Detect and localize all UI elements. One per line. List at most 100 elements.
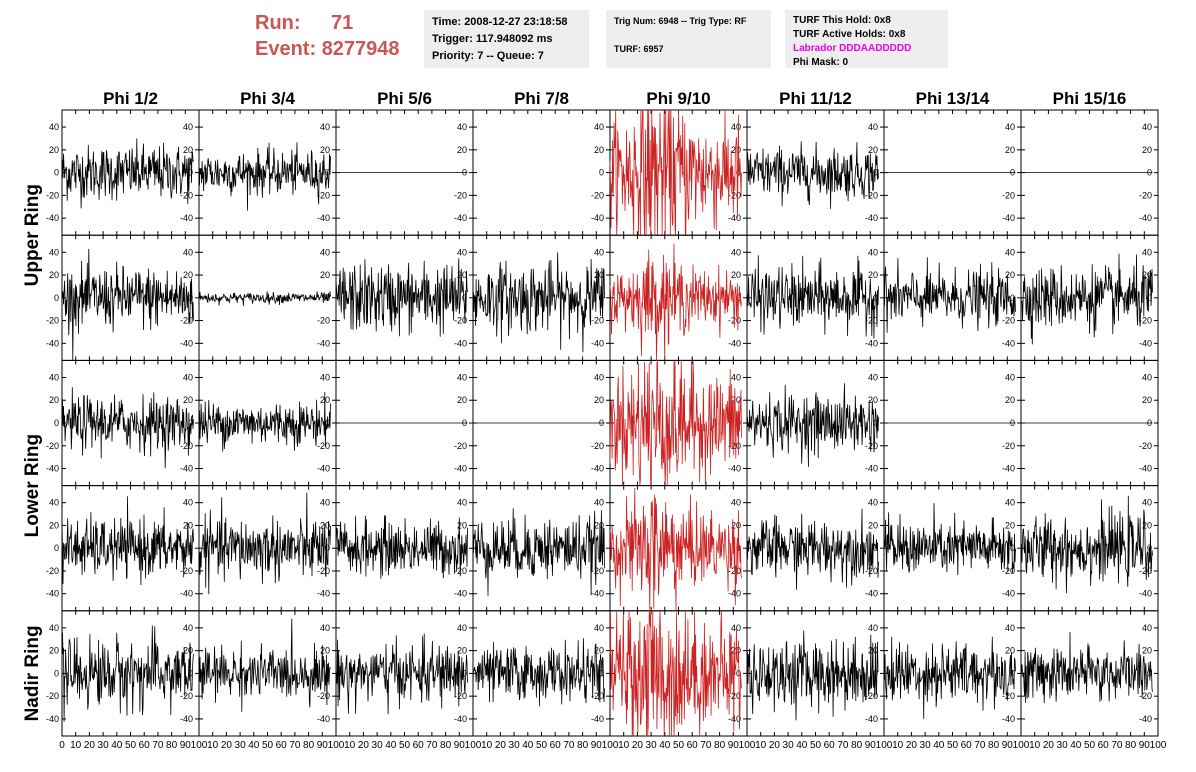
y-tick-label: 40	[1142, 623, 1152, 633]
y-tick-label: 40	[1142, 498, 1152, 508]
waveform-trace	[746, 630, 879, 721]
y-tick-label: 20	[731, 395, 741, 405]
y-tick-label: 20	[183, 646, 193, 656]
x-tick-label: 100	[328, 740, 345, 751]
column-title: Phi 13/14	[916, 89, 990, 108]
y-tick-label: -40	[1002, 213, 1015, 223]
y-tick-label: 40	[1005, 498, 1015, 508]
y-tick-label: -20	[1002, 441, 1015, 451]
y-tick-label: 20	[868, 395, 878, 405]
waveform-trace	[61, 496, 194, 586]
y-tick-label: -40	[180, 714, 193, 724]
x-tick-label: 40	[522, 740, 534, 751]
y-tick-label: -20	[46, 691, 59, 701]
x-tick-label: 60	[687, 740, 699, 751]
x-tick-label: 10	[70, 740, 82, 751]
y-tick-label: 20	[594, 646, 604, 656]
y-tick-label: 40	[1005, 372, 1015, 382]
y-tick-label: -20	[46, 316, 59, 326]
y-tick-label: 40	[320, 122, 330, 132]
y-tick-label: -40	[317, 464, 330, 474]
waveform-trace	[472, 252, 605, 353]
waveform-trace	[609, 243, 742, 361]
y-tick-label: 40	[868, 372, 878, 382]
x-tick-label: 100	[602, 740, 619, 751]
x-tick-label: 40	[796, 740, 808, 751]
y-tick-label: 40	[49, 623, 59, 633]
y-tick-label: -40	[317, 338, 330, 348]
x-tick-label: 90	[317, 740, 329, 751]
y-tick-label: 20	[1142, 520, 1152, 530]
priority-text: Priority: 7 -- Queue: 7	[432, 50, 544, 62]
y-tick-label: 20	[183, 145, 193, 155]
x-tick-label: 100	[876, 740, 893, 751]
y-tick-label: 40	[868, 122, 878, 132]
y-tick-label: -20	[591, 190, 604, 200]
column-title: Phi 15/16	[1053, 89, 1127, 108]
waveform-trace	[609, 109, 742, 237]
x-tick-label: 10	[344, 740, 356, 751]
trigger-text: Trigger: 117.948092 ms	[432, 33, 553, 45]
y-tick-label: -40	[728, 589, 741, 599]
y-tick-label: 0	[54, 168, 59, 178]
y-tick-label: -20	[454, 316, 467, 326]
y-tick-label: 0	[188, 418, 193, 428]
y-tick-label: -20	[1139, 691, 1152, 701]
y-tick-label: 0	[462, 668, 467, 678]
x-tick-label: 80	[714, 740, 726, 751]
waveform-trace	[883, 257, 1016, 333]
x-tick-label: 50	[810, 740, 822, 751]
column-title: Phi 3/4	[240, 89, 295, 108]
y-tick-label: 0	[462, 293, 467, 303]
y-tick-label: -40	[865, 338, 878, 348]
y-tick-label: 40	[868, 623, 878, 633]
y-tick-label: 40	[183, 247, 193, 257]
waveform-trace	[61, 625, 194, 722]
x-tick-label: 40	[111, 740, 123, 751]
run-event-info: Run: 71 Event: 8277948	[255, 10, 400, 62]
y-tick-label: -40	[591, 338, 604, 348]
y-tick-label: 40	[594, 372, 604, 382]
waveform-trace	[609, 487, 742, 611]
x-tick-label: 70	[152, 740, 164, 751]
x-tick-label: 30	[783, 740, 795, 751]
x-tick-label: 80	[988, 740, 1000, 751]
y-tick-label: 20	[868, 520, 878, 530]
x-tick-label: 70	[563, 740, 575, 751]
y-tick-label: 40	[868, 498, 878, 508]
x-tick-label: 10	[481, 740, 493, 751]
x-tick-label: 30	[1057, 740, 1069, 751]
run-label: Run:	[255, 12, 301, 34]
y-tick-label: -20	[317, 691, 330, 701]
column-title: Phi 1/2	[103, 89, 158, 108]
y-tick-label: 40	[731, 498, 741, 508]
y-tick-label: -40	[865, 464, 878, 474]
y-tick-label: -20	[1002, 190, 1015, 200]
y-tick-label: 20	[1142, 145, 1152, 155]
y-tick-label: 20	[1005, 145, 1015, 155]
turf-info-box: TURF This Hold: 0x8 TURF Active Holds: 0…	[785, 10, 948, 68]
y-tick-label: 40	[183, 122, 193, 132]
y-tick-label: 20	[457, 395, 467, 405]
y-tick-label: 20	[868, 270, 878, 280]
waveform-trace	[609, 360, 742, 487]
time-text: Time: 2008-12-27 23:18:58	[432, 16, 568, 28]
y-tick-label: 40	[457, 623, 467, 633]
column-title: Phi 7/8	[514, 89, 569, 108]
y-tick-label: 20	[457, 270, 467, 280]
y-tick-label: -40	[591, 589, 604, 599]
x-tick-label: 20	[495, 740, 507, 751]
x-tick-label: 20	[221, 740, 233, 751]
x-tick-label: 90	[1139, 740, 1151, 751]
x-tick-label: 100	[465, 740, 482, 751]
waveform-trace	[198, 392, 331, 452]
waveform-trace	[198, 618, 331, 712]
waveform-trace	[1020, 495, 1153, 594]
waveform-trace	[1020, 631, 1153, 704]
waveform-trace	[198, 291, 331, 306]
y-tick-label: -20	[1002, 566, 1015, 576]
x-tick-label: 60	[961, 740, 973, 751]
y-tick-label: 20	[731, 145, 741, 155]
y-tick-label: 20	[594, 145, 604, 155]
x-tick-label: 90	[1002, 740, 1014, 751]
